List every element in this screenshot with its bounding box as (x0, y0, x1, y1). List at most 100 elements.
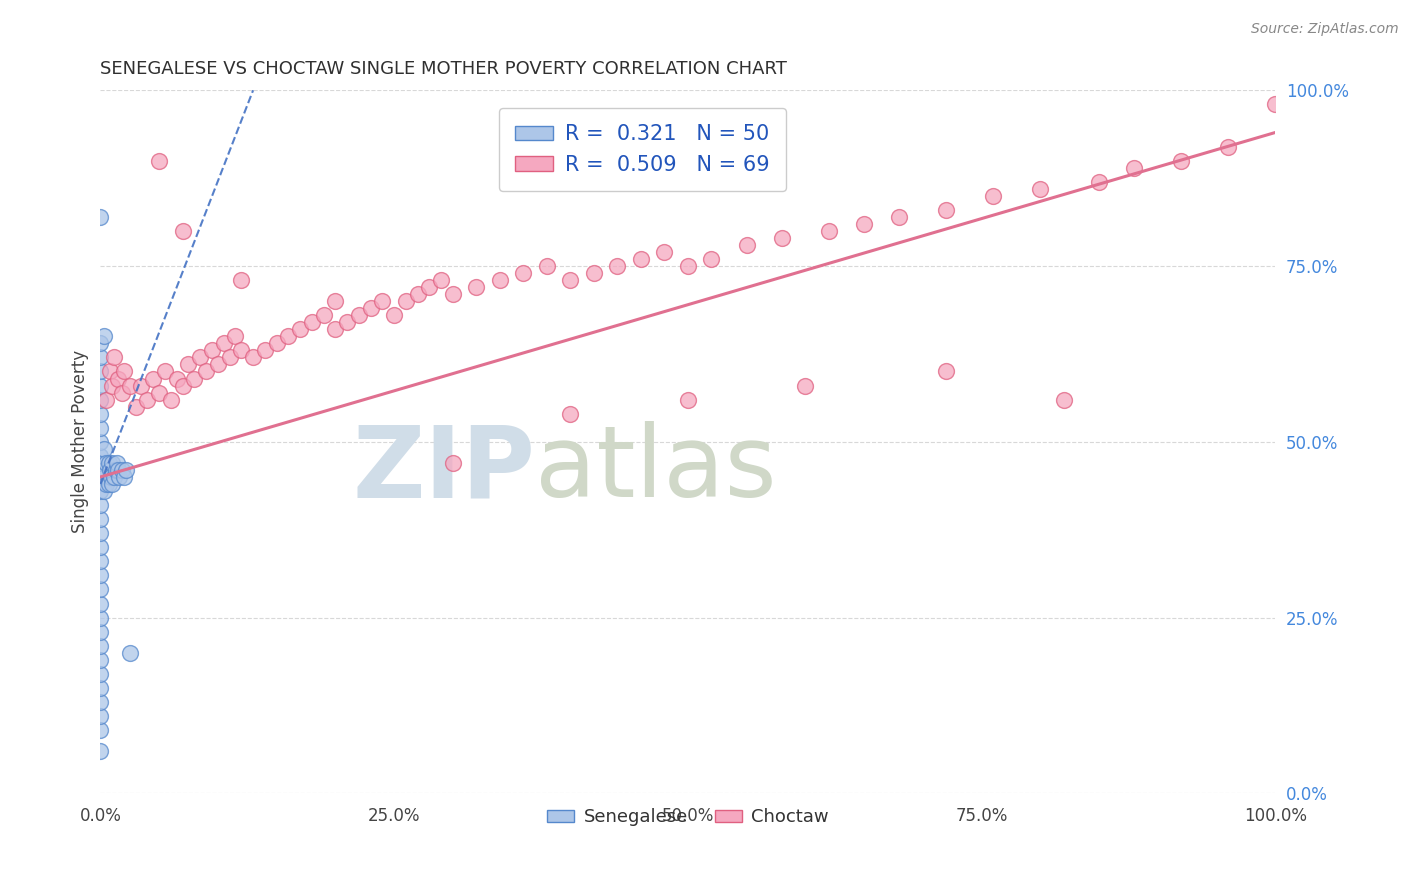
Point (89, 449, 111, 463)
Point (212, 336, 235, 351)
Point (89, 407, 111, 421)
Point (108, 470, 131, 484)
Point (153, 364, 176, 378)
Point (277, 329, 299, 343)
Point (118, 378, 141, 392)
Point (101, 477, 124, 491)
Point (183, 371, 205, 385)
Point (89, 541, 111, 555)
Point (89, 597, 111, 611)
Point (97, 477, 120, 491)
Point (101, 378, 124, 392)
Point (935, 364, 957, 378)
Point (112, 364, 135, 378)
Point (89, 512, 111, 526)
Point (465, 280, 488, 294)
Point (818, 224, 841, 238)
Point (136, 392, 159, 407)
Point (654, 244, 676, 259)
Point (512, 266, 534, 280)
Point (89, 210, 111, 224)
Point (89, 434, 111, 449)
Text: SENEGALESE VS CHOCTAW SINGLE MOTHER POVERTY CORRELATION CHART: SENEGALESE VS CHOCTAW SINGLE MOTHER POVE… (100, 60, 787, 78)
Point (89, 610, 111, 624)
Point (89, 526, 111, 541)
Point (1088, 175, 1111, 189)
Point (382, 308, 405, 322)
Point (107, 371, 129, 385)
Point (676, 259, 699, 273)
Point (207, 358, 229, 372)
Point (253, 343, 276, 358)
Point (231, 343, 253, 358)
Point (93, 463, 115, 477)
Point (110, 385, 132, 400)
Point (325, 294, 347, 309)
Point (124, 400, 146, 414)
Point (89, 709, 111, 723)
Point (89, 498, 111, 512)
Point (96, 456, 118, 470)
Point (794, 378, 817, 392)
Point (89, 392, 111, 407)
Point (735, 238, 758, 252)
Point (1264, 97, 1286, 112)
Point (89, 568, 111, 582)
Point (105, 456, 128, 470)
Point (89, 723, 111, 737)
Point (218, 351, 240, 365)
Point (266, 336, 288, 351)
Point (489, 273, 512, 287)
Point (560, 407, 582, 421)
Point (89, 681, 111, 695)
Point (630, 252, 652, 266)
Point (89, 364, 111, 378)
Point (406, 287, 429, 301)
Point (89, 378, 111, 392)
Point (89, 695, 111, 709)
Point (148, 385, 170, 400)
Point (96, 477, 118, 491)
Point (441, 287, 464, 301)
Point (89, 336, 111, 351)
Point (89, 582, 111, 597)
Point (104, 463, 127, 477)
Point (242, 351, 264, 365)
Point (93, 442, 115, 456)
Point (89, 639, 111, 653)
Point (89, 554, 111, 568)
Point (89, 624, 111, 639)
Point (325, 322, 347, 336)
Point (606, 259, 628, 273)
Point (536, 259, 558, 273)
Legend: Senegalese, Choctaw: Senegalese, Choctaw (540, 801, 835, 833)
Point (312, 308, 335, 322)
Point (371, 294, 394, 309)
Point (172, 224, 194, 238)
Point (101, 456, 124, 470)
Point (231, 273, 253, 287)
Point (172, 378, 194, 392)
Point (889, 210, 911, 224)
Point (89, 666, 111, 681)
Point (100, 470, 122, 484)
Point (700, 252, 723, 266)
Point (418, 280, 440, 294)
Text: ZIP: ZIP (353, 421, 536, 518)
Point (107, 463, 129, 477)
Point (148, 153, 170, 168)
Text: atlas: atlas (536, 421, 776, 518)
Point (430, 273, 453, 287)
Point (115, 463, 138, 477)
Point (1029, 182, 1052, 196)
Point (97, 456, 120, 470)
Point (118, 646, 141, 660)
Y-axis label: Single Mother Poverty: Single Mother Poverty (72, 351, 89, 533)
Point (112, 470, 135, 484)
Point (89, 483, 111, 498)
Point (93, 329, 115, 343)
Point (96, 392, 118, 407)
Point (89, 653, 111, 667)
Point (103, 351, 125, 365)
Point (853, 217, 876, 231)
